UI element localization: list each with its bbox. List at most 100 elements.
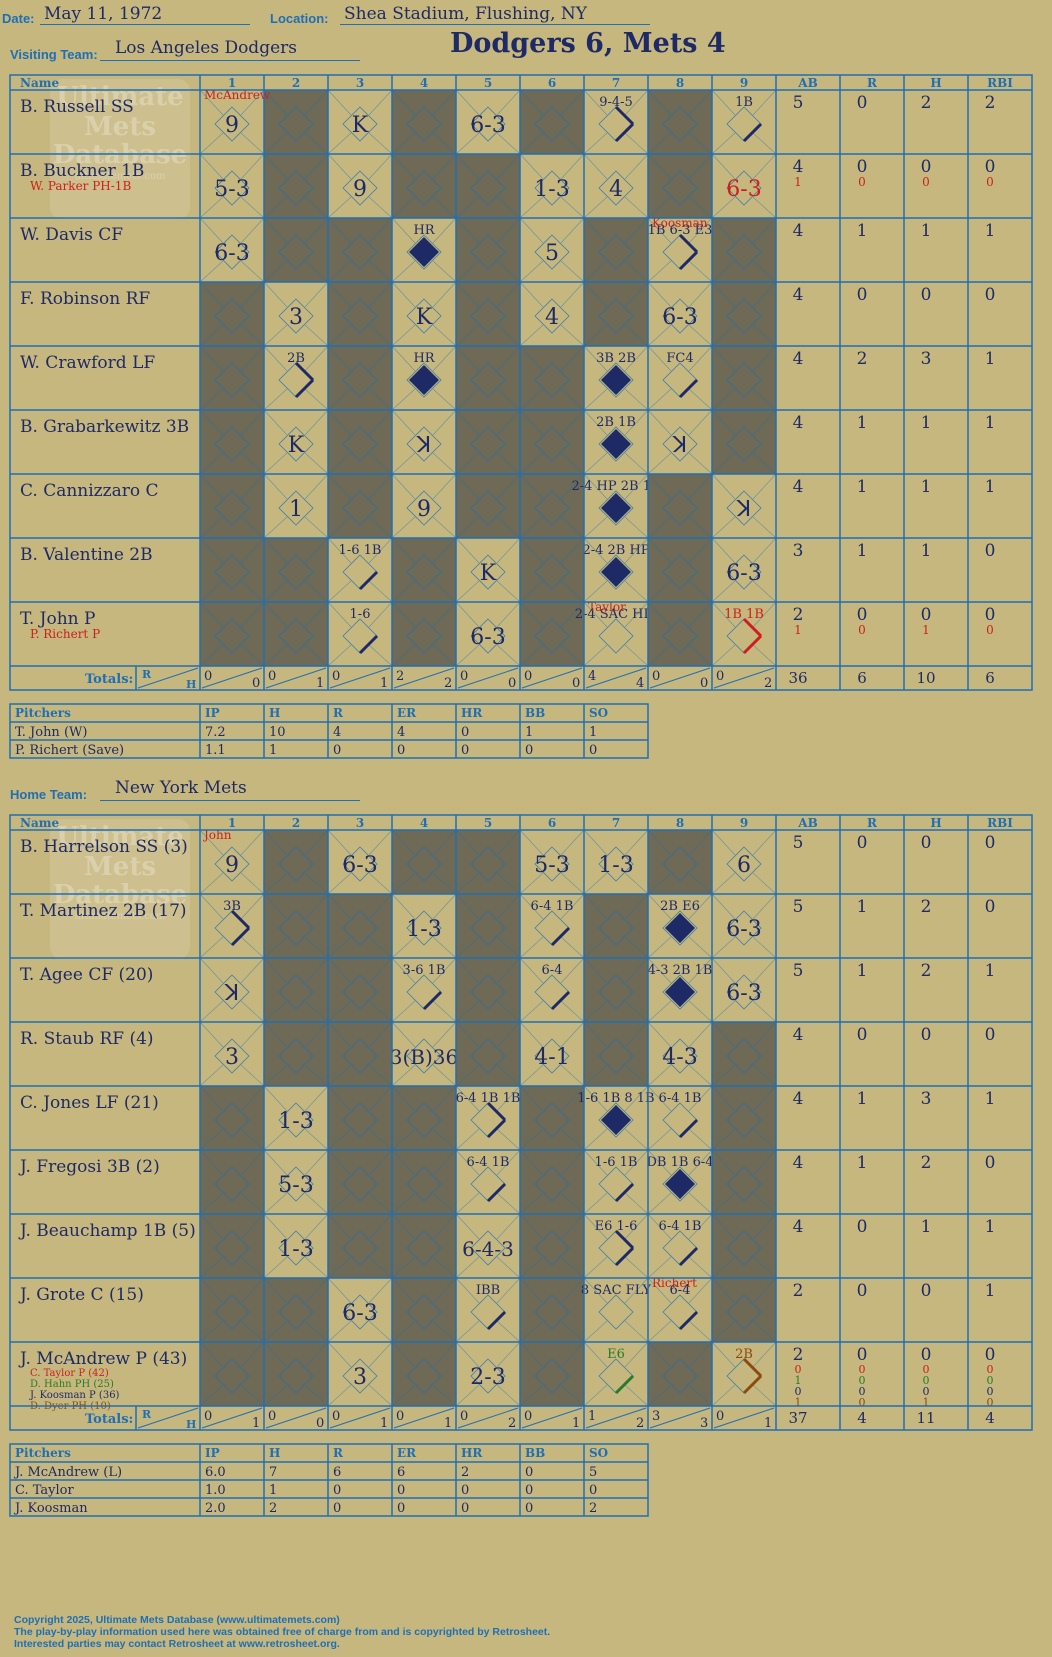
cell-guide-lines <box>711 217 777 283</box>
pitching-change-note: Taylor <box>588 600 626 614</box>
cell-guide-lines <box>583 409 649 475</box>
inning-runs: 0 <box>204 1409 212 1424</box>
inactive-at-bat-cell <box>328 282 392 346</box>
cell-guide-lines <box>327 345 393 411</box>
play-notation: 4-1 <box>534 1045 569 1070</box>
base-diamond <box>214 1102 250 1138</box>
cell-guide-lines <box>199 957 265 1023</box>
base-diamond <box>726 170 762 206</box>
inactive-at-bat-cell <box>264 218 328 282</box>
inning-runs: 0 <box>716 1409 724 1424</box>
inactive-at-bat-cell <box>200 410 264 474</box>
cell-guide-lines <box>647 893 713 959</box>
inactive-at-bat-cell <box>456 410 520 474</box>
inactive-at-bat-cell <box>328 1022 392 1086</box>
inactive-at-bat-cell <box>456 894 520 958</box>
cell-guide-lines <box>519 281 585 347</box>
inning-hits: 1 <box>572 1416 580 1431</box>
base-diamond <box>470 298 506 334</box>
base-diamond <box>470 910 506 946</box>
cell-guide-lines <box>391 1277 457 1343</box>
pitcher-name: J. Koosman <box>13 1501 88 1516</box>
base-diamond <box>598 170 634 206</box>
stat-header-h: H <box>930 816 941 830</box>
player-stat: 0 <box>857 1345 868 1365</box>
pitcher-column-header: R <box>333 1446 344 1460</box>
cell-guide-lines <box>519 1213 585 1279</box>
cell-guide-lines <box>263 1277 329 1343</box>
cell-guide-lines <box>647 89 713 155</box>
inning-hits: 2 <box>636 1416 644 1431</box>
cell-guide-lines <box>263 829 329 895</box>
cell-guide-lines <box>327 281 393 347</box>
base-diamond <box>726 1038 762 1074</box>
substitute-stat: 0 <box>986 175 994 189</box>
base-diamond <box>726 1294 762 1330</box>
base-path-line <box>550 926 571 947</box>
cell-guide-lines <box>455 829 521 895</box>
cell-guide-lines <box>263 345 329 411</box>
player-name: C. Cannizzaro C <box>20 481 159 501</box>
player-name: W. Davis CF <box>20 225 123 245</box>
cell-guide-lines <box>263 217 329 283</box>
totals-divider <box>457 1407 519 1429</box>
cell-guide-lines <box>647 1021 713 1087</box>
substitute-name: D. Hahn PH (25) <box>30 1379 114 1390</box>
base-diamond <box>598 1102 634 1138</box>
pitchers-table: Pitchers IP H R ER HR BB SOJ. McAndrew (L) 6.0 7 6… <box>9 1443 649 1517</box>
base-diamond <box>406 1166 442 1202</box>
cell-guide-lines <box>391 1021 457 1087</box>
inactive-at-bat-cell <box>264 538 328 602</box>
inactive-at-bat-cell <box>392 1150 456 1214</box>
inactive-at-bat-cell <box>200 1214 264 1278</box>
base-diamond <box>534 1294 570 1330</box>
base-diamond <box>598 426 634 462</box>
pitching-change-note: McAndrew <box>204 88 271 102</box>
play-notation: 3 <box>289 305 303 330</box>
player-stat: 4 <box>793 157 804 177</box>
pitcher-stat: 7.2 <box>205 725 226 740</box>
play-notation: 5 <box>545 241 559 266</box>
cell-guide-lines <box>583 957 649 1023</box>
player-stat: 0 <box>921 1345 932 1365</box>
base-diamond <box>662 554 698 590</box>
inning-header-2: 2 <box>292 816 300 830</box>
play-notation: 1B <box>735 95 753 110</box>
inactive-at-bat-cell <box>328 894 392 958</box>
inning-hits: 1 <box>380 676 388 691</box>
base-diamond <box>278 1166 314 1202</box>
cell-guide-lines <box>647 537 713 603</box>
base-diamond <box>662 1358 698 1394</box>
base-diamond <box>406 106 442 142</box>
base-diamond <box>214 1294 250 1330</box>
base-diamond <box>598 490 634 526</box>
player-name: T. Agee CF (20) <box>20 965 153 985</box>
inactive-at-bat-cell <box>456 1022 520 1086</box>
pitcher-stat: 1.0 <box>205 1483 226 1498</box>
base-diamond <box>470 490 506 526</box>
watermark-line-4: ultimatemets.com <box>74 171 166 182</box>
cell-guide-lines <box>455 281 521 347</box>
inning-runs: 0 <box>524 1409 532 1424</box>
pitcher-stat: 1 <box>525 725 533 740</box>
inning-header-4: 4 <box>420 816 428 830</box>
inning-runs: 1 <box>588 1409 596 1424</box>
base-diamond <box>726 490 762 526</box>
player-stat: 2 <box>793 605 804 625</box>
play-notation: HR <box>413 223 435 238</box>
name-column-header: Name <box>20 816 59 830</box>
inning-header-9: 9 <box>740 76 748 90</box>
inning-runs: 0 <box>396 1409 404 1424</box>
base-diamond <box>470 170 506 206</box>
cell-guide-lines <box>391 281 457 347</box>
cell-guide-lines <box>391 1341 457 1407</box>
cell-guide-lines <box>327 1213 393 1279</box>
base-diamond <box>534 1166 570 1202</box>
base-diamond <box>278 618 314 654</box>
cell-guide-lines <box>455 957 521 1023</box>
totals-divider <box>713 1407 775 1429</box>
cell-guide-lines <box>391 217 457 283</box>
totals-divider <box>329 667 391 689</box>
player-stat: 1 <box>857 413 868 433</box>
player-stat: 1 <box>985 221 996 241</box>
